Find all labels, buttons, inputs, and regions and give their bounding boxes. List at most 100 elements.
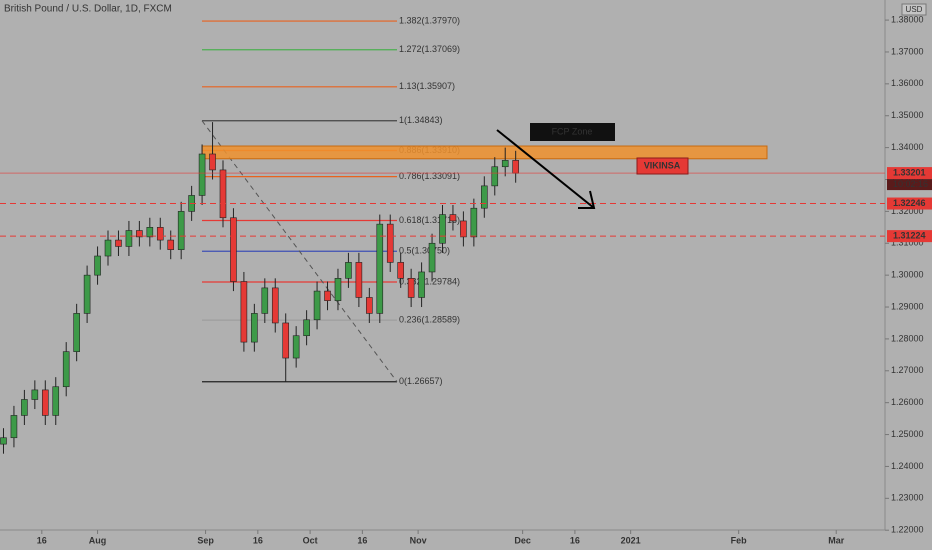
y-tick-label: 1.30000 (891, 270, 924, 280)
candle-body (240, 281, 248, 343)
fib-label: 0(1.26657) (399, 376, 443, 386)
candle-body (251, 313, 258, 343)
fib-label: 0.5(1.30750) (399, 246, 450, 256)
candle-body (198, 153, 206, 196)
x-tick-label: 16 (37, 535, 47, 545)
y-tick-label: 1.26000 (891, 397, 924, 407)
candle-body (156, 227, 164, 241)
fib-label: 0.618(1.31715) (399, 215, 460, 225)
candle-body (125, 230, 133, 247)
y-tick-label: 1.35000 (891, 110, 924, 120)
candle-body (386, 223, 394, 263)
annotation: VIKINSA (644, 160, 681, 170)
x-tick-label: 16 (570, 535, 580, 545)
candle-body (136, 230, 143, 238)
price-tag (887, 197, 932, 210)
price-tag-label: 1.32246 (893, 198, 926, 208)
candle-body (491, 166, 499, 187)
candle-body (271, 287, 279, 324)
y-tick-label: 1.29000 (891, 301, 924, 311)
candle-body (230, 217, 237, 282)
y-tick-label: 1.23000 (891, 493, 924, 503)
currency-box (901, 3, 927, 16)
candle-body (324, 290, 331, 301)
candle-body (501, 160, 509, 168)
x-tick-label: Feb (731, 535, 748, 545)
fib-label: 1.13(1.35907) (399, 81, 455, 91)
y-tick-label: 1.36000 (891, 78, 924, 88)
candle-body (209, 153, 216, 171)
fib-label: 0.236(1.28589) (399, 315, 460, 325)
x-tick-label: Oct (303, 535, 318, 545)
countdown-label: 10:02:16 (893, 179, 928, 189)
candle-body (470, 207, 478, 238)
candle-body (73, 313, 80, 352)
candle-body (407, 278, 415, 298)
candle-body (10, 415, 18, 439)
x-tick-label: Dec (514, 535, 531, 545)
candle-body (146, 227, 154, 238)
candle-body (0, 437, 7, 445)
candle-body (94, 255, 101, 276)
y-tick-label: 1.25000 (891, 429, 924, 439)
y-tick-label: 1.22000 (891, 525, 924, 535)
y-tick-label: 1.38000 (891, 14, 924, 24)
candle-body (177, 211, 185, 250)
currency-label: USD (906, 5, 923, 14)
candle-body (41, 389, 49, 416)
candle-body (460, 220, 467, 238)
candle-body (292, 335, 300, 359)
price-tag (887, 230, 932, 243)
candle-body (428, 242, 436, 273)
zone-label: FCP Zone (552, 126, 593, 136)
candle-body (366, 297, 373, 314)
x-tick-label: 16 (357, 535, 367, 545)
candle-body (418, 271, 425, 298)
y-tick-label: 1.34000 (891, 142, 924, 152)
x-tick-label: Aug (89, 535, 107, 545)
x-tick-label: Sep (197, 535, 214, 545)
candle-body (449, 214, 457, 222)
fib-label: 0.786(1.33091) (399, 171, 460, 181)
fcp-zone (201, 145, 768, 160)
candle-body (334, 278, 342, 301)
candle-body (21, 399, 28, 416)
y-tick-label: 1.24000 (891, 461, 924, 471)
candle-body (261, 287, 269, 314)
candle-body (167, 239, 175, 250)
price-tag-label: 1.31224 (893, 230, 926, 240)
y-tick-label: 1.37000 (891, 46, 924, 56)
chart-title: British Pound / U.S. Dollar, 1D, FXCM (4, 4, 172, 15)
x-tick-label: Mar (828, 535, 845, 545)
x-tick-label: 16 (253, 535, 263, 545)
annotation-box (636, 157, 689, 175)
candle-body (345, 262, 352, 279)
y-tick-label: 1.28000 (891, 333, 924, 343)
candle-body (303, 319, 310, 337)
y-tick-label: 1.31000 (891, 238, 924, 248)
candle-body (481, 185, 488, 209)
arrow-shaft (496, 129, 595, 209)
candle-body (282, 322, 290, 359)
candle-body (376, 223, 384, 314)
candle-body (31, 389, 39, 400)
y-tick-label: 1.32000 (891, 206, 924, 216)
price-tag-label: 1.33201 (893, 167, 926, 177)
zone-label-box (530, 123, 615, 141)
candle-body (62, 351, 70, 388)
arrow-head (578, 190, 596, 209)
candle-body (115, 239, 122, 247)
candle-body (355, 262, 363, 298)
candle-body (512, 160, 519, 174)
countdown-tag (887, 179, 932, 191)
fib-label: 1(1.34843) (399, 115, 443, 125)
x-tick-label: Nov (410, 535, 427, 545)
price-tag (887, 167, 932, 180)
y-tick-label: 1.27000 (891, 365, 924, 375)
x-tick-label: 2021 (621, 535, 641, 545)
fib-label: 0.382(1.29784) (399, 276, 460, 286)
fib-trend (201, 120, 398, 383)
fib-label: 1.272(1.37069) (399, 44, 460, 54)
